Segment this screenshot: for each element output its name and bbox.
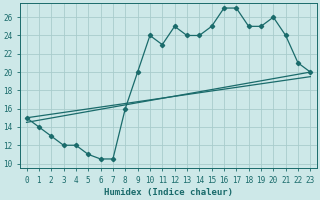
- X-axis label: Humidex (Indice chaleur): Humidex (Indice chaleur): [104, 188, 233, 197]
